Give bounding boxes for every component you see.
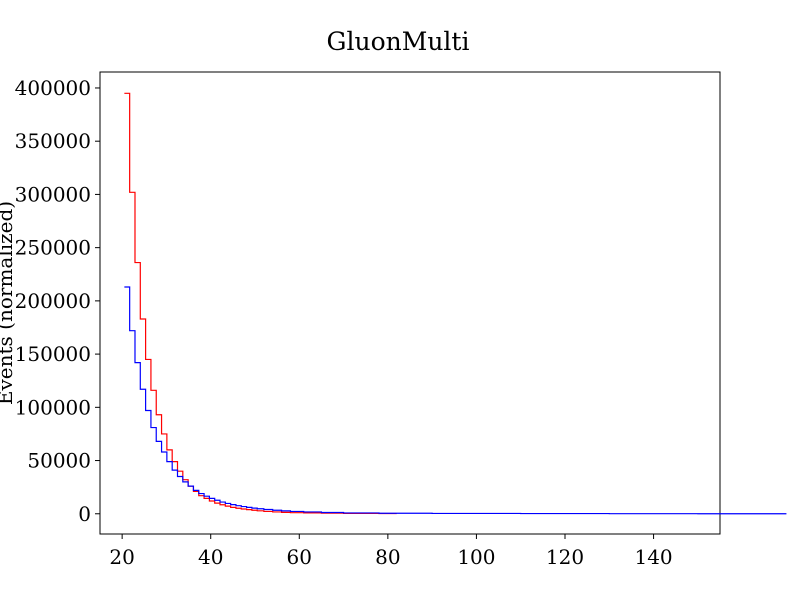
plot-area: 20 40 60 80 100 120 140 0 50000 100000 150000 2000… <box>15 71 787 569</box>
y-tick-label: 200000 <box>15 289 91 313</box>
x-axis: 20 40 60 80 100 120 140 <box>109 534 673 569</box>
y-tick-label: 250000 <box>15 236 91 260</box>
x-tick-label: 120 <box>546 545 584 569</box>
plot-frame <box>99 71 721 535</box>
y-tick-label: 50000 <box>27 449 91 473</box>
x-tick-label: 40 <box>198 545 223 569</box>
x-tick-label: 60 <box>287 545 312 569</box>
series-layer <box>124 92 787 515</box>
y-tick-label: 100000 <box>15 395 91 419</box>
x-tick-label: 20 <box>109 545 134 569</box>
x-tick-label: 140 <box>634 545 672 569</box>
y-tick-label: 300000 <box>15 182 91 206</box>
y-tick-label: 400000 <box>15 76 91 100</box>
series-line-1 <box>124 92 397 515</box>
y-tick-label: 150000 <box>15 342 91 366</box>
x-tick-label: 80 <box>375 545 400 569</box>
y-axis: 0 50000 100000 150000 200000 250000 300000 3500… <box>15 76 100 526</box>
y-axis-label: Events (normalized) <box>0 201 17 405</box>
chart-title: GluonMulti <box>327 27 470 56</box>
y-tick-label: 0 <box>78 502 91 526</box>
series-line-2 <box>124 286 787 515</box>
y-tick-label: 350000 <box>15 129 91 153</box>
x-tick-label: 100 <box>457 545 495 569</box>
